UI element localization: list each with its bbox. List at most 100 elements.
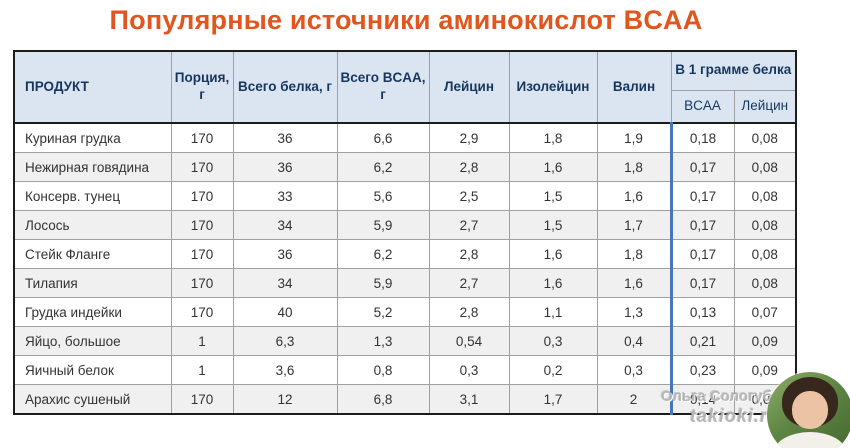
value-cell: 0,4	[596, 326, 672, 356]
table-row: Грудка индейки 170 40 5,2 2,8 1,1 1,3 0,13 0,07	[13, 297, 797, 327]
value-cell: 0,21	[669, 326, 735, 356]
value-cell: 40	[232, 297, 338, 327]
value-cell: 3,1	[428, 384, 510, 415]
value-cell: 0,13	[669, 297, 735, 327]
product-cell: Арахис сушеный	[13, 384, 172, 415]
value-cell: 6,2	[336, 239, 430, 269]
value-cell: 6,3	[232, 326, 338, 356]
value-cell: 170	[170, 239, 234, 269]
col-header-valine: Валин	[596, 50, 672, 124]
value-cell: 1,3	[596, 297, 672, 327]
value-cell: 170	[170, 152, 234, 182]
value-cell: 1,5	[508, 181, 598, 211]
value-cell: 1,8	[508, 122, 598, 153]
value-cell: 0,09	[733, 355, 797, 385]
table-body: Куриная грудка 170 36 6,6 2,9 1,8 1,9 0,18 0,08 Н…	[13, 122, 797, 415]
value-cell: 0,17	[669, 152, 735, 182]
table-row: Яичный белок 1 3,6 0,8 0,3 0,2 0,3 0,23 0,09	[13, 355, 797, 385]
value-cell: 3,6	[232, 355, 338, 385]
value-cell: 5,9	[336, 210, 430, 240]
page-title: Популярные источники аминокислот BCAA	[109, 5, 703, 35]
table-row: Арахис сушеный 170 12 6,8 3,1 1,7 2 0,14 0,07	[13, 384, 797, 415]
author-avatar	[767, 372, 850, 448]
value-cell: 170	[170, 210, 234, 240]
value-cell: 2,7	[428, 268, 510, 298]
value-cell: 0,17	[669, 268, 735, 298]
col-header-per-gram-bcaa: BCAA	[670, 89, 735, 124]
table-row: Яйцо, большое 1 6,3 1,3 0,54 0,3 0,4 0,21 0,09	[13, 326, 797, 356]
value-cell: 2,5	[428, 181, 510, 211]
value-cell: 1,6	[508, 268, 598, 298]
avatar-shirt	[773, 432, 847, 448]
value-cell: 1,8	[596, 239, 672, 269]
value-cell: 6,6	[336, 122, 430, 153]
value-cell: 0,18	[669, 122, 735, 153]
value-cell: 5,6	[336, 181, 430, 211]
value-cell: 34	[232, 210, 338, 240]
value-cell: 0,23	[669, 355, 735, 385]
col-header-portion: Порция, г	[170, 50, 234, 124]
value-cell: 170	[170, 297, 234, 327]
value-cell: 0,2	[508, 355, 598, 385]
value-cell: 0,08	[733, 122, 797, 153]
product-cell: Яичный белок	[13, 355, 172, 385]
table-row: Тилапия 170 34 5,9 2,7 1,6 1,6 0,17 0,08	[13, 268, 797, 298]
value-cell: 0,07	[733, 297, 797, 327]
value-cell: 5,9	[336, 268, 430, 298]
col-header-total-bcaa: Всего BCAA, г	[336, 50, 430, 124]
value-cell: 170	[170, 268, 234, 298]
value-cell: 6,2	[336, 152, 430, 182]
value-cell: 36	[232, 239, 338, 269]
product-cell: Куриная грудка	[13, 122, 172, 153]
value-cell: 2,8	[428, 239, 510, 269]
table-row: Консерв. тунец 170 33 5,6 2,5 1,5 1,6 0,17 0,08	[13, 181, 797, 211]
value-cell: 1,6	[508, 152, 598, 182]
value-cell: 0,14	[669, 384, 735, 415]
col-header-per-gram-leucine: Лейцин	[733, 89, 797, 124]
value-cell: 2,9	[428, 122, 510, 153]
watermark-site-text: takioki.ru	[690, 406, 781, 426]
value-cell: 1,3	[336, 326, 430, 356]
value-cell: 1,5	[508, 210, 598, 240]
value-cell: 1	[170, 326, 234, 356]
value-cell: 0,17	[669, 239, 735, 269]
value-cell: 0,8	[336, 355, 430, 385]
value-cell: 170	[170, 181, 234, 211]
product-cell: Консерв. тунец	[13, 181, 172, 211]
value-cell: 2,8	[428, 152, 510, 182]
value-cell: 34	[232, 268, 338, 298]
value-cell: 36	[232, 122, 338, 153]
product-cell: Яйцо, большое	[13, 326, 172, 356]
value-cell: 1,6	[596, 181, 672, 211]
product-cell: Нежирная говядина	[13, 152, 172, 182]
value-cell: 0,17	[669, 210, 735, 240]
value-cell: 1,6	[508, 239, 598, 269]
value-cell: 6,8	[336, 384, 430, 415]
value-cell: 2,8	[428, 297, 510, 327]
watermark-author-text: Ольга Сологуб	[661, 388, 772, 405]
table-header: ПРОДУКТ Порция, г Всего белка, г Всего B…	[13, 50, 797, 124]
value-cell: 5,2	[336, 297, 430, 327]
table-row: Куриная грудка 170 36 6,6 2,9 1,8 1,9 0,18 0,08	[13, 122, 797, 153]
value-cell: 1,9	[596, 122, 672, 153]
value-cell: 1,1	[508, 297, 598, 327]
value-cell: 170	[170, 122, 234, 153]
col-header-per-gram-group: В 1 грамме белка	[670, 50, 797, 91]
value-cell: 1,7	[508, 384, 598, 415]
value-cell: 12	[232, 384, 338, 415]
header-row-sub: BCAA Лейцин	[14, 89, 797, 124]
value-cell: 36	[232, 152, 338, 182]
col-header-total-protein: Всего белка, г	[232, 50, 338, 124]
bcaa-sources-table: ПРОДУКТ Порция, г Всего белка, г Всего B…	[13, 50, 797, 415]
product-cell: Грудка индейки	[13, 297, 172, 327]
table-row: Лосось 170 34 5,9 2,7 1,5 1,7 0,17 0,08	[13, 210, 797, 240]
product-cell: Лосось	[13, 210, 172, 240]
value-cell: 0,3	[596, 355, 672, 385]
value-cell: 0,3	[428, 355, 510, 385]
product-cell: Стейк Фланге	[13, 239, 172, 269]
value-cell: 0,08	[733, 239, 797, 269]
product-cell: Тилапия	[13, 268, 172, 298]
value-cell: 1,8	[596, 152, 672, 182]
value-cell: 0,3	[508, 326, 598, 356]
avatar-face	[791, 390, 829, 429]
